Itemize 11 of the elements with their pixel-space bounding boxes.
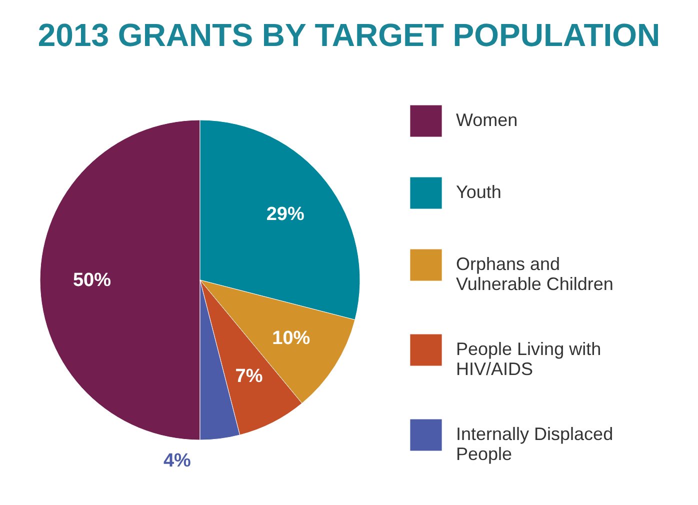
legend-label: Women — [456, 110, 518, 130]
data-label: 10% — [272, 328, 310, 349]
legend-label: Youth — [456, 182, 502, 202]
chart-title: 2013 GRANTS BY TARGET POPULATION — [38, 17, 660, 53]
legend-label: Orphans and Vulnerable Children — [456, 254, 614, 294]
legend-label: Internally Displaced People — [456, 424, 614, 464]
data-label: 7% — [235, 366, 263, 388]
data-label: 4% — [163, 450, 192, 472]
data-label: 50% — [72, 270, 112, 291]
data-label: 29% — [266, 204, 304, 225]
legend-label: People Living with HIV/AIDS — [456, 339, 602, 379]
